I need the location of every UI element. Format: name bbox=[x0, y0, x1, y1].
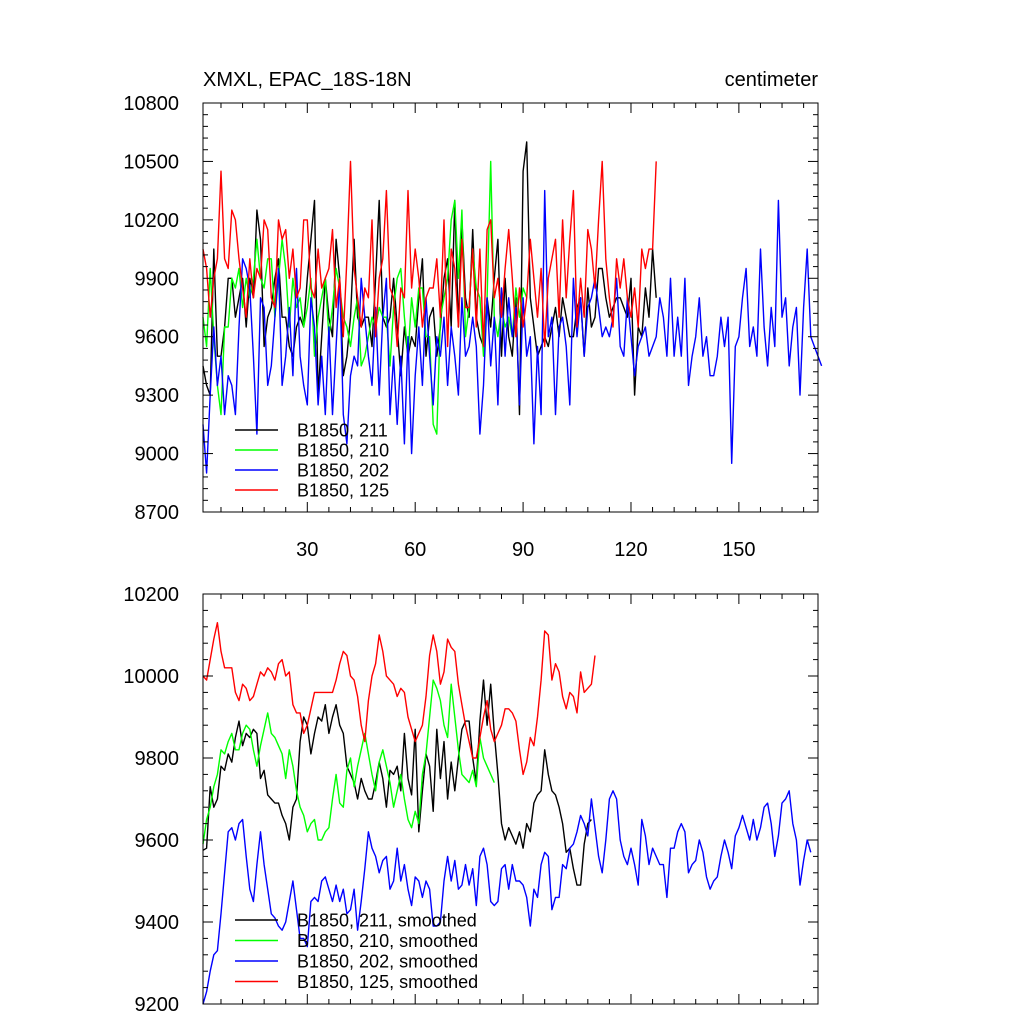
y-tick-label: 10800 bbox=[123, 93, 179, 115]
plot-frame bbox=[202, 593, 819, 1005]
series-line-3 bbox=[202, 790, 812, 1005]
y-tick-label: 9900 bbox=[135, 268, 180, 290]
x-tick-label: 90 bbox=[512, 539, 534, 561]
series-line-3 bbox=[202, 189, 823, 474]
y-tick-label: 10200 bbox=[123, 210, 179, 232]
y-tick-label: 9400 bbox=[135, 912, 180, 934]
legend-label: B1850, 125 bbox=[297, 481, 389, 501]
legend-label: B1850, 211 bbox=[297, 421, 388, 441]
series-line-1 bbox=[202, 141, 657, 416]
y-tick-label: 9800 bbox=[135, 748, 180, 770]
top-chart-units-label: centimeter bbox=[725, 69, 819, 91]
legend-label: B1850, 202, smoothed bbox=[297, 952, 478, 972]
x-tick-label: 60 bbox=[404, 539, 426, 561]
top-chart-title: XMXL, EPAC_18S-18N bbox=[203, 69, 412, 91]
y-tick-label: 10000 bbox=[123, 666, 179, 688]
legend-label: B1850, 125, smoothed bbox=[297, 972, 478, 992]
plot-frame bbox=[202, 102, 819, 513]
top-chart-axes: 8700 9000 9300 9600 9900 10200 10500 10800 30 60 9… bbox=[123, 93, 819, 561]
series-line-4 bbox=[202, 160, 657, 348]
y-tick-label: 10200 bbox=[123, 584, 179, 606]
bottom-chart-panel: 9200 9400 9600 9800 10000 10200 B1850, 211, s… bbox=[123, 584, 819, 1016]
y-tick-label: 9600 bbox=[135, 327, 180, 349]
y-tick-label: 9000 bbox=[135, 444, 180, 466]
x-tick-label: 30 bbox=[296, 539, 318, 561]
legend-label: B1850, 210 bbox=[297, 441, 389, 461]
y-tick-label: 8700 bbox=[135, 502, 180, 524]
legend-label: B1850, 211, smoothed bbox=[297, 911, 477, 931]
x-tick-label: 150 bbox=[722, 539, 755, 561]
y-tick-label: 10500 bbox=[123, 151, 179, 173]
legend-label: B1850, 202 bbox=[297, 461, 389, 481]
top-chart-panel: XMXL, EPAC_18S-18N centimeter 8700 9000 93… bbox=[123, 69, 823, 561]
top-chart-lines bbox=[202, 141, 823, 474]
x-tick-label: 120 bbox=[614, 539, 647, 561]
y-tick-label: 9200 bbox=[135, 994, 180, 1016]
y-tick-label: 9300 bbox=[135, 385, 180, 407]
legend-label: B1850, 210, smoothed bbox=[297, 931, 478, 951]
bottom-chart-axes: 9200 9400 9600 9800 10000 10200 bbox=[123, 584, 819, 1016]
bottom-chart-lines bbox=[202, 622, 812, 1005]
y-tick-label: 9600 bbox=[135, 830, 180, 852]
series-line-4 bbox=[202, 622, 596, 776]
series-line-1 bbox=[202, 679, 592, 886]
series-line-2 bbox=[202, 679, 495, 845]
